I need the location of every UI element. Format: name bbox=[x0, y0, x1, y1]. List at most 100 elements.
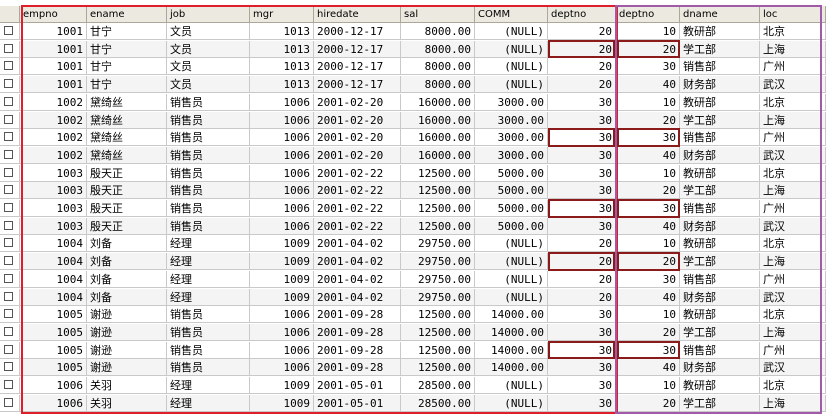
cell-hiredate[interactable]: 2001-02-22 bbox=[314, 200, 401, 217]
row-selector[interactable] bbox=[0, 377, 20, 394]
cell-deptno-dept[interactable]: 20 bbox=[616, 111, 680, 129]
column-header-deptno[interactable]: deptno bbox=[548, 6, 616, 23]
row-selector[interactable] bbox=[0, 146, 20, 164]
row-checkbox[interactable] bbox=[4, 167, 13, 177]
cell-ename[interactable]: 黛绮丝 bbox=[87, 129, 167, 147]
cell-ename[interactable]: 黛绮丝 bbox=[87, 111, 167, 129]
cell-hiredate[interactable]: 2001-04-02 bbox=[314, 253, 401, 271]
cell-dname[interactable]: 学工部 bbox=[680, 394, 760, 412]
cell-ename[interactable]: 甘宁 bbox=[87, 76, 167, 94]
cell-mgr[interactable]: 1006 bbox=[250, 359, 314, 377]
table-row[interactable]: 1003 殷天正 销售员 1006 2001-02-22 12500.00 5000.00 3… bbox=[0, 182, 828, 200]
cell-comm[interactable]: (NULL) bbox=[475, 288, 548, 306]
cell-empno[interactable]: 1005 bbox=[20, 359, 87, 377]
cell-dname[interactable]: 教研部 bbox=[680, 306, 760, 324]
cell-mgr[interactable]: 1006 bbox=[250, 200, 314, 217]
cell-sal[interactable]: 8000.00 bbox=[401, 58, 475, 76]
cell-ename[interactable]: 谢逊 bbox=[87, 341, 167, 359]
cell-mgr[interactable]: 1013 bbox=[250, 58, 314, 76]
cell-job[interactable]: 销售员 bbox=[167, 323, 250, 341]
row-checkbox[interactable] bbox=[4, 309, 13, 319]
cell-job[interactable]: 经理 bbox=[167, 270, 250, 288]
cell-empno[interactable]: 1001 bbox=[20, 40, 87, 58]
cell-comm[interactable]: 3000.00 bbox=[475, 129, 548, 147]
cell-loc[interactable]: 上海 bbox=[760, 323, 826, 341]
cell-sal[interactable]: 12500.00 bbox=[401, 306, 475, 324]
cell-empno[interactable]: 1001 bbox=[20, 58, 87, 76]
cell-deptno[interactable]: 30 bbox=[548, 377, 616, 394]
cell-ename[interactable]: 刘备 bbox=[87, 270, 167, 288]
cell-mgr[interactable]: 1009 bbox=[250, 270, 314, 288]
cell-job[interactable]: 销售员 bbox=[167, 341, 250, 359]
cell-deptno-dept[interactable]: 40 bbox=[616, 217, 680, 235]
cell-deptno[interactable]: 30 bbox=[548, 111, 616, 129]
row-selector[interactable] bbox=[0, 341, 20, 359]
cell-job[interactable]: 文员 bbox=[167, 23, 250, 40]
cell-deptno-dept[interactable]: 30 bbox=[616, 200, 680, 217]
cell-deptno-dept[interactable]: 40 bbox=[616, 76, 680, 94]
column-header-loc[interactable]: loc bbox=[760, 6, 826, 23]
table-row[interactable]: 1002 黛绮丝 销售员 1006 2001-02-20 16000.00 3000.00 3… bbox=[0, 111, 828, 129]
cell-loc[interactable]: 上海 bbox=[760, 182, 826, 200]
row-selector[interactable] bbox=[0, 93, 20, 111]
cell-hiredate[interactable]: 2000-12-17 bbox=[314, 23, 401, 40]
cell-deptno[interactable]: 30 bbox=[548, 93, 616, 111]
row-selector[interactable] bbox=[0, 270, 20, 288]
row-checkbox[interactable] bbox=[4, 132, 13, 142]
cell-job[interactable]: 销售员 bbox=[167, 129, 250, 147]
cell-empno[interactable]: 1003 bbox=[20, 182, 87, 200]
cell-sal[interactable]: 28500.00 bbox=[401, 377, 475, 394]
cell-sal[interactable]: 8000.00 bbox=[401, 76, 475, 94]
cell-job[interactable]: 销售员 bbox=[167, 182, 250, 200]
cell-mgr[interactable]: 1013 bbox=[250, 40, 314, 58]
cell-loc[interactable]: 北京 bbox=[760, 23, 826, 40]
cell-job[interactable]: 文员 bbox=[167, 40, 250, 58]
row-selector[interactable] bbox=[0, 323, 20, 341]
row-checkbox[interactable] bbox=[4, 185, 13, 195]
cell-comm[interactable]: (NULL) bbox=[475, 270, 548, 288]
cell-deptno[interactable]: 30 bbox=[548, 394, 616, 412]
cell-sal[interactable]: 29750.00 bbox=[401, 270, 475, 288]
table-row[interactable]: 1003 殷天正 销售员 1006 2001-02-22 12500.00 5000.00 3… bbox=[0, 200, 828, 217]
cell-hiredate[interactable]: 2001-09-28 bbox=[314, 323, 401, 341]
cell-ename[interactable]: 殷天正 bbox=[87, 182, 167, 200]
cell-loc[interactable]: 武汉 bbox=[760, 217, 826, 235]
row-selector[interactable] bbox=[0, 394, 20, 412]
cell-sal[interactable]: 29750.00 bbox=[401, 288, 475, 306]
cell-mgr[interactable]: 1013 bbox=[250, 76, 314, 94]
cell-deptno-dept[interactable]: 30 bbox=[616, 129, 680, 147]
cell-comm[interactable]: (NULL) bbox=[475, 377, 548, 394]
row-selector[interactable] bbox=[0, 40, 20, 58]
cell-dname[interactable]: 销售部 bbox=[680, 270, 760, 288]
cell-hiredate[interactable]: 2001-02-20 bbox=[314, 111, 401, 129]
cell-loc[interactable]: 广州 bbox=[760, 58, 826, 76]
cell-comm[interactable]: (NULL) bbox=[475, 23, 548, 40]
cell-empno[interactable]: 1001 bbox=[20, 76, 87, 94]
cell-empno[interactable]: 1005 bbox=[20, 341, 87, 359]
table-row[interactable]: 1001 甘宁 文员 1013 2000-12-17 8000.00 (NULL) 20 20 学… bbox=[0, 40, 828, 58]
cell-empno[interactable]: 1004 bbox=[20, 253, 87, 271]
cell-deptno[interactable]: 30 bbox=[548, 182, 616, 200]
cell-comm[interactable]: 5000.00 bbox=[475, 200, 548, 217]
cell-dname[interactable]: 销售部 bbox=[680, 129, 760, 147]
cell-empno[interactable]: 1006 bbox=[20, 377, 87, 394]
cell-loc[interactable]: 北京 bbox=[760, 93, 826, 111]
row-checkbox[interactable] bbox=[4, 362, 13, 372]
cell-deptno-dept[interactable]: 40 bbox=[616, 359, 680, 377]
cell-loc[interactable]: 武汉 bbox=[760, 146, 826, 164]
row-checkbox[interactable] bbox=[4, 344, 13, 354]
table-row[interactable]: 1004 刘备 经理 1009 2001-04-02 29750.00 (NULL) 20 40… bbox=[0, 288, 828, 306]
cell-job[interactable]: 经理 bbox=[167, 253, 250, 271]
table-row[interactable]: 1003 殷天正 销售员 1006 2001-02-22 12500.00 5000.00 3… bbox=[0, 164, 828, 182]
table-row[interactable]: 1004 刘备 经理 1009 2001-04-02 29750.00 (NULL) 20 10… bbox=[0, 235, 828, 253]
cell-mgr[interactable]: 1006 bbox=[250, 146, 314, 164]
cell-deptno-dept[interactable]: 20 bbox=[616, 40, 680, 58]
row-selector[interactable] bbox=[0, 217, 20, 235]
cell-ename[interactable]: 殷天正 bbox=[87, 200, 167, 217]
cell-comm[interactable]: 3000.00 bbox=[475, 93, 548, 111]
row-checkbox[interactable] bbox=[4, 256, 13, 266]
row-selector[interactable] bbox=[0, 235, 20, 253]
cell-loc[interactable]: 上海 bbox=[760, 253, 826, 271]
row-selector[interactable] bbox=[0, 288, 20, 306]
table-row[interactable]: 1005 谢逊 销售员 1006 2001-09-28 12500.00 14000.00 3… bbox=[0, 306, 828, 324]
